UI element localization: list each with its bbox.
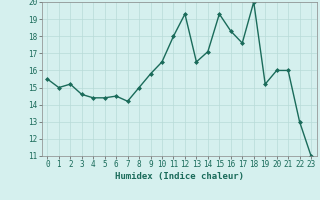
X-axis label: Humidex (Indice chaleur): Humidex (Indice chaleur) [115, 172, 244, 181]
